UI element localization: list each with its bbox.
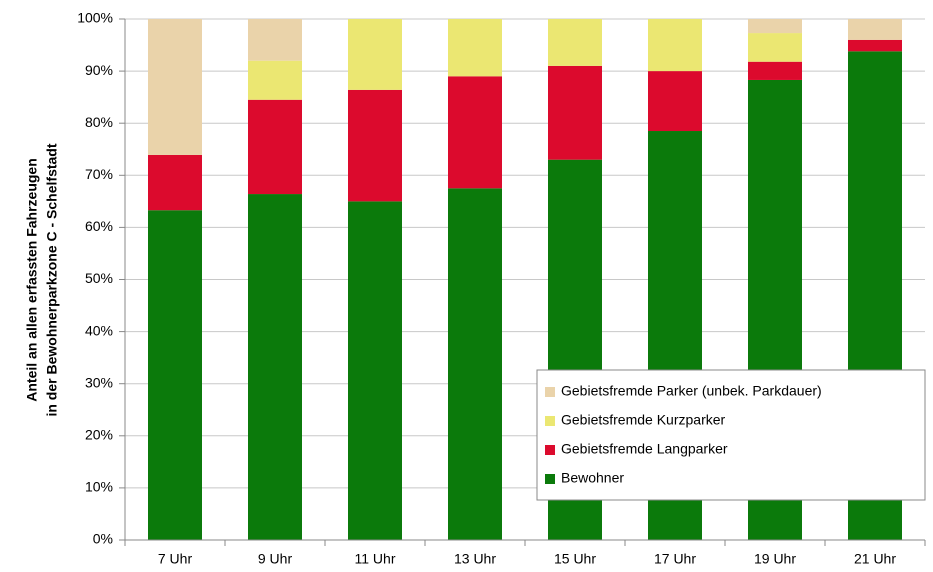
bar-segment xyxy=(148,154,202,211)
legend-label: Bewohner xyxy=(561,470,624,486)
y-tick-label: 20% xyxy=(85,427,113,443)
legend-label: Gebietsfremde Langparker xyxy=(561,441,728,457)
x-tick-label: 17 Uhr xyxy=(654,551,696,567)
legend-swatch xyxy=(545,445,555,455)
legend-box xyxy=(536,369,926,501)
bar-segment xyxy=(648,71,702,132)
bar-segment xyxy=(348,89,402,202)
legend-label: Gebietsfremde Parker (unbek. Parkdauer) xyxy=(561,383,822,399)
x-tick-label: 7 Uhr xyxy=(158,551,193,567)
bar-segment xyxy=(348,201,402,540)
x-tick-label: 19 Uhr xyxy=(754,551,796,567)
bar-segment xyxy=(848,19,902,40)
bar-segment xyxy=(748,33,802,62)
bar-segment xyxy=(448,19,502,77)
x-tick-label: 21 Uhr xyxy=(854,551,896,567)
bar-segment xyxy=(548,19,602,66)
y-tick-label: 30% xyxy=(85,374,113,390)
bar-segment xyxy=(148,210,202,540)
legend-swatch xyxy=(545,474,555,484)
y-tick-label: 0% xyxy=(93,531,113,547)
y-axis-label: in der Bewohnerparkzone C - Schelfstadt xyxy=(44,143,60,416)
y-tick-label: 60% xyxy=(85,218,113,234)
x-tick-label: 11 Uhr xyxy=(355,551,396,567)
y-tick-label: 70% xyxy=(85,166,113,182)
bar-segment xyxy=(248,60,302,100)
bar-segment xyxy=(848,39,902,52)
x-tick-label: 13 Uhr xyxy=(454,551,496,567)
bar-segment xyxy=(748,61,802,80)
y-tick-label: 80% xyxy=(85,114,113,130)
y-tick-label: 40% xyxy=(85,322,113,338)
y-tick-label: 50% xyxy=(85,270,113,286)
bar-segment xyxy=(248,99,302,195)
bar-segment xyxy=(548,65,602,160)
legend-swatch xyxy=(545,416,555,426)
legend-swatch xyxy=(545,387,555,397)
bar-segment xyxy=(148,19,202,155)
x-tick-label: 9 Uhr xyxy=(258,551,293,567)
bar-segment xyxy=(248,19,302,61)
bar-segment xyxy=(648,19,702,72)
y-tick-label: 100% xyxy=(77,10,113,26)
y-axis-label: Anteil an allen erfassten Fahrzeugen xyxy=(24,158,40,402)
bar-segment xyxy=(348,19,402,90)
bar-segment xyxy=(448,188,502,540)
bar-segment xyxy=(748,19,802,34)
legend-label: Gebietsfremde Kurzparker xyxy=(561,412,726,428)
y-tick-label: 10% xyxy=(85,479,113,495)
bar-segment xyxy=(248,194,302,540)
x-tick-label: 15 Uhr xyxy=(554,551,596,567)
y-tick-label: 90% xyxy=(85,62,113,78)
bar-segment xyxy=(448,76,502,189)
